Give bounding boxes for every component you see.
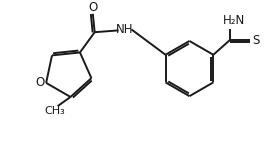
Text: H₂N: H₂N: [222, 14, 245, 27]
Text: NH: NH: [116, 23, 134, 36]
Text: S: S: [252, 34, 259, 46]
Text: O: O: [35, 76, 44, 89]
Text: O: O: [88, 1, 98, 14]
Text: CH₃: CH₃: [44, 106, 65, 116]
